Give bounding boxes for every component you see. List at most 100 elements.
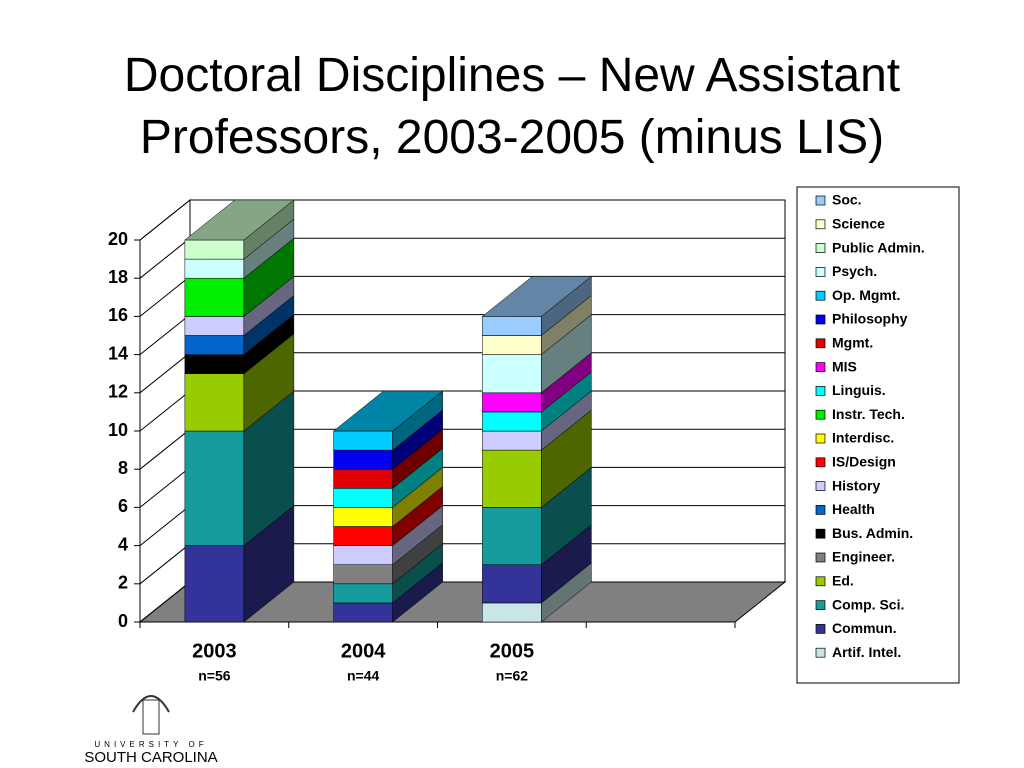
- grid-line: [139, 543, 191, 585]
- legend-label: Bus. Admin.: [832, 525, 913, 541]
- grid-line: [139, 199, 191, 241]
- legend-swatch: [815, 624, 826, 634]
- grid-line: [139, 505, 191, 546]
- grid-line: [139, 467, 191, 508]
- bar: [184, 354, 245, 374]
- bar-top: [332, 390, 444, 432]
- bar: [184, 239, 245, 260]
- legend-swatch: [815, 338, 826, 349]
- legend-label: Ed.: [832, 573, 854, 589]
- bar: [333, 488, 393, 508]
- bar: [184, 335, 245, 355]
- bar: [184, 430, 245, 546]
- bar: [482, 392, 542, 413]
- bar: [333, 430, 393, 451]
- bar: [482, 602, 542, 623]
- grid-line: [139, 581, 191, 623]
- legend-label: MIS: [832, 358, 857, 374]
- legend-label: Op. Mgmt.: [832, 287, 900, 303]
- y-tick-label: 0: [118, 611, 128, 631]
- legend-swatch: [815, 600, 826, 610]
- grid-line: [139, 390, 191, 432]
- legend-swatch: [815, 576, 826, 587]
- bar: [333, 564, 393, 585]
- y-tick-label: 8: [118, 458, 128, 478]
- legend-swatch: [815, 267, 826, 277]
- legend-swatch: [815, 647, 826, 658]
- legend-swatch: [815, 386, 826, 396]
- legend-label: Instr. Tech.: [832, 406, 905, 422]
- legend-label: History: [832, 477, 880, 493]
- legend-label: Artif. Intel.: [832, 644, 901, 660]
- grid-line: [139, 314, 191, 355]
- logo-palm: [132, 695, 170, 713]
- x-tick-label: 2003: [192, 640, 237, 662]
- legend-label: Philosophy: [832, 311, 908, 327]
- bar: [333, 602, 393, 623]
- x-tick-label: 2005: [490, 640, 535, 662]
- y-tick-label: 2: [118, 573, 128, 593]
- bar: [333, 468, 393, 489]
- legend-label: Science: [832, 216, 885, 232]
- bar: [482, 430, 542, 451]
- x-tick-note: n=44: [347, 668, 380, 684]
- bar: [333, 449, 393, 470]
- logo-tower: [142, 699, 160, 735]
- y-tick-label: 10: [108, 420, 128, 440]
- bar: [184, 316, 245, 336]
- legend-swatch: [815, 552, 826, 563]
- y-tick-label: 16: [108, 305, 128, 325]
- y-tick-label: 18: [108, 267, 128, 287]
- grid-line: [139, 352, 191, 394]
- bar: [333, 526, 393, 546]
- legend-label: Soc.: [832, 192, 862, 208]
- bar: [184, 277, 245, 317]
- legend-swatch: [815, 362, 826, 372]
- y-tick-label: 4: [118, 534, 128, 554]
- y-tick-label: 12: [108, 382, 128, 402]
- x-tick-label: 2004: [341, 640, 386, 662]
- bar: [482, 316, 542, 336]
- legend-label: Psych.: [832, 263, 877, 279]
- legend-swatch: [815, 243, 826, 253]
- y-tick-label: 6: [118, 496, 128, 516]
- grid-line: [139, 428, 191, 470]
- bar-top: [481, 276, 593, 317]
- legend-label: Linguis.: [832, 382, 886, 398]
- bar-segment: [481, 275, 593, 337]
- legend-swatch: [815, 528, 826, 539]
- x-tick-note: n=56: [198, 668, 231, 684]
- bar: [333, 583, 393, 604]
- bar: [482, 507, 542, 565]
- bar: [482, 449, 542, 508]
- legend-swatch: [815, 481, 826, 491]
- bar: [482, 335, 542, 355]
- logo-line2: SOUTH CAROLINA: [84, 749, 217, 766]
- legend-label: Engineer.: [832, 549, 895, 565]
- bar-segment: [332, 390, 444, 451]
- logo: UNIVERSITY OF SOUTH CAROLINA: [84, 695, 218, 766]
- legend-swatch: [815, 195, 826, 206]
- legend-label: Public Admin.: [832, 239, 925, 255]
- legend-label: IS/Design: [832, 454, 896, 470]
- bar: [184, 373, 245, 432]
- chart-title: Doctoral Disciplines – New Assistant Pro…: [123, 49, 901, 164]
- bar-top: [184, 199, 295, 241]
- legend-label: Mgmt.: [832, 335, 873, 351]
- legend-label: Comp. Sci.: [832, 596, 904, 612]
- bar: [184, 545, 245, 623]
- legend-swatch: [815, 457, 826, 468]
- logo-line1: UNIVERSITY OF: [94, 740, 207, 749]
- bar-segment: [184, 199, 295, 260]
- bar: [482, 354, 542, 394]
- bar: [333, 545, 393, 565]
- grid-line: [139, 276, 191, 317]
- y-tick-label: 14: [108, 343, 128, 363]
- legend-swatch: [815, 314, 826, 325]
- legend-swatch: [815, 409, 826, 420]
- bar: [482, 564, 542, 604]
- y-tick-label: 20: [108, 229, 128, 249]
- legend-swatch: [815, 219, 826, 230]
- bar: [482, 411, 542, 432]
